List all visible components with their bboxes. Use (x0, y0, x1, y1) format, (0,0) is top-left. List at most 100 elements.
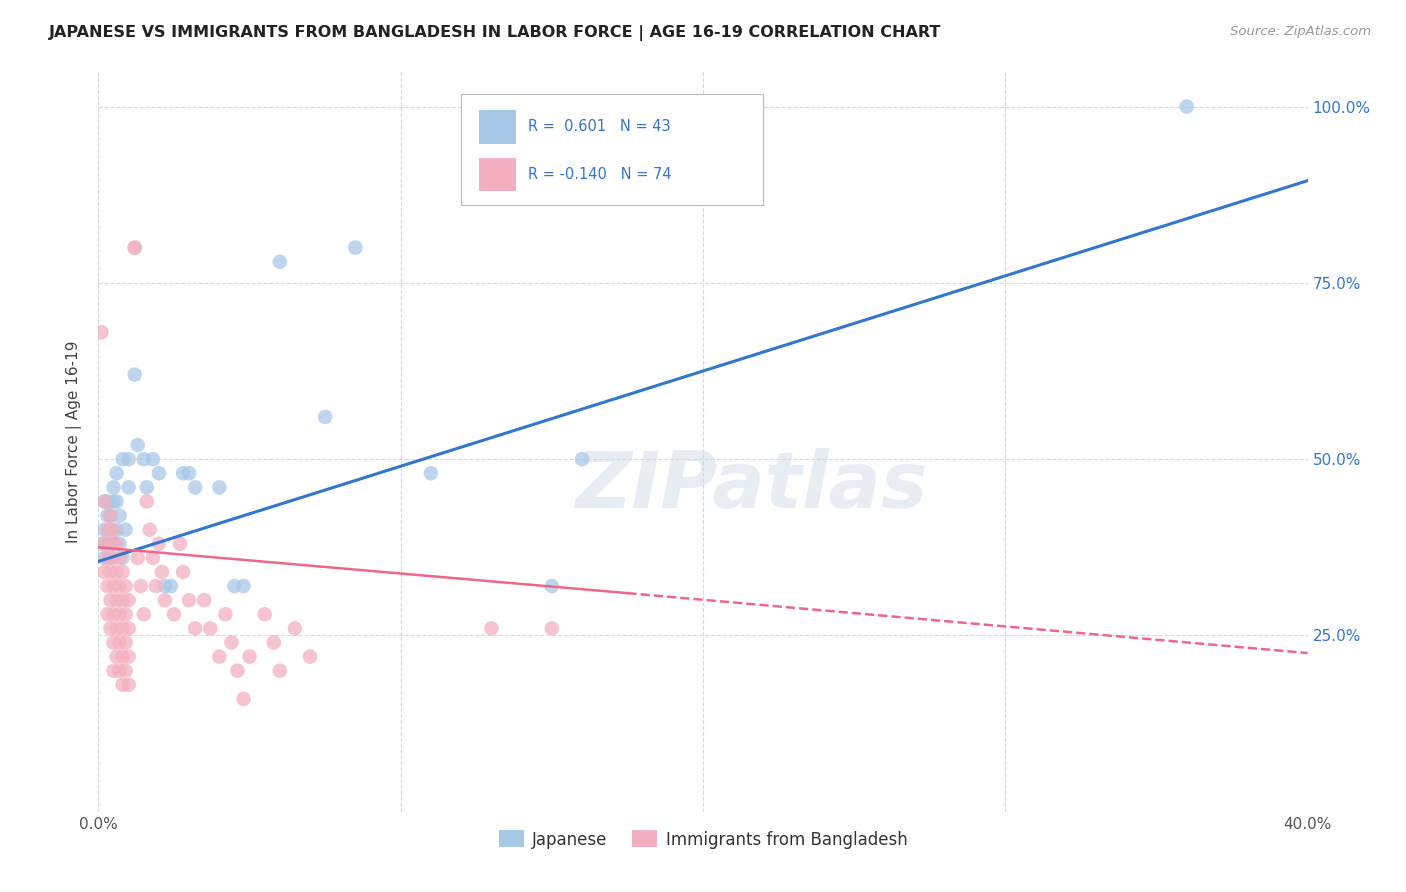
Point (571, 452, 593, 467)
Point (105, 565, 128, 579)
Point (90, 325, 112, 339)
Point (105, 649, 128, 664)
Point (139, 523, 162, 537)
Point (114, 579, 136, 593)
Point (100, 523, 122, 537)
Point (226, 664, 249, 678)
Point (129, 579, 152, 593)
Point (148, 537, 170, 551)
Point (111, 452, 134, 467)
Point (179, 593, 201, 607)
Point (114, 607, 136, 622)
Legend: Japanese, Immigrants from Bangladesh: Japanese, Immigrants from Bangladesh (492, 823, 914, 855)
Point (100, 508, 122, 523)
Point (90, 537, 112, 551)
Point (111, 621, 134, 635)
Point (1175, 100, 1198, 114)
Point (111, 593, 134, 607)
Point (103, 494, 125, 508)
Point (148, 467, 170, 481)
Point (108, 635, 131, 649)
Point (96, 537, 118, 551)
Point (214, 607, 236, 622)
Point (105, 537, 128, 551)
Y-axis label: In Labor Force | Age 16-19: In Labor Force | Age 16-19 (66, 340, 83, 543)
Point (184, 480, 207, 494)
Point (540, 621, 562, 635)
Point (103, 523, 125, 537)
Point (105, 593, 128, 607)
Point (118, 593, 141, 607)
Point (224, 579, 246, 593)
Point (93, 565, 115, 579)
Point (108, 537, 131, 551)
Point (108, 607, 131, 622)
Point (160, 579, 183, 593)
Point (114, 635, 136, 649)
Point (96, 508, 118, 523)
Point (169, 537, 191, 551)
Point (239, 649, 262, 664)
Point (118, 678, 141, 692)
Point (132, 607, 155, 622)
Point (105, 494, 128, 508)
Point (118, 621, 141, 635)
Point (96, 550, 118, 565)
Point (172, 467, 194, 481)
Text: Source: ZipAtlas.com: Source: ZipAtlas.com (1230, 25, 1371, 38)
Point (108, 579, 131, 593)
Point (100, 550, 122, 565)
Point (269, 254, 291, 268)
Point (299, 649, 322, 664)
Point (100, 508, 122, 523)
Point (124, 241, 146, 255)
Point (111, 565, 134, 579)
Point (118, 452, 141, 467)
Point (150, 565, 173, 579)
Point (111, 649, 134, 664)
Point (481, 621, 503, 635)
Point (103, 607, 125, 622)
Point (184, 621, 207, 635)
Text: ZIPatlas: ZIPatlas (575, 448, 928, 524)
Point (253, 607, 276, 622)
Point (135, 494, 157, 508)
Point (103, 664, 125, 678)
Point (118, 480, 141, 494)
Point (100, 565, 122, 579)
Point (100, 621, 122, 635)
Point (105, 467, 128, 481)
Point (96, 494, 118, 508)
Text: JAPANESE VS IMMIGRANTS FROM BANGLADESH IN LABOR FORCE | AGE 16-19 CORRELATION CH: JAPANESE VS IMMIGRANTS FROM BANGLADESH I… (49, 25, 942, 41)
Point (93, 523, 115, 537)
Point (221, 635, 243, 649)
Point (103, 579, 125, 593)
Point (108, 550, 131, 565)
Point (100, 593, 122, 607)
Point (208, 649, 231, 664)
Point (124, 241, 146, 255)
Point (172, 565, 194, 579)
Point (124, 368, 146, 382)
Point (103, 635, 125, 649)
Point (269, 664, 291, 678)
Point (118, 649, 141, 664)
Point (96, 523, 118, 537)
Point (114, 523, 136, 537)
Point (145, 579, 167, 593)
Point (93, 537, 115, 551)
Point (103, 550, 125, 565)
Point (100, 537, 122, 551)
Point (96, 607, 118, 622)
Point (93, 550, 115, 565)
Point (114, 664, 136, 678)
Point (208, 480, 231, 494)
Point (263, 635, 285, 649)
Point (96, 579, 118, 593)
Point (163, 607, 186, 622)
Point (111, 678, 134, 692)
Point (179, 467, 201, 481)
Point (135, 480, 157, 494)
Point (193, 593, 215, 607)
Point (314, 409, 336, 424)
